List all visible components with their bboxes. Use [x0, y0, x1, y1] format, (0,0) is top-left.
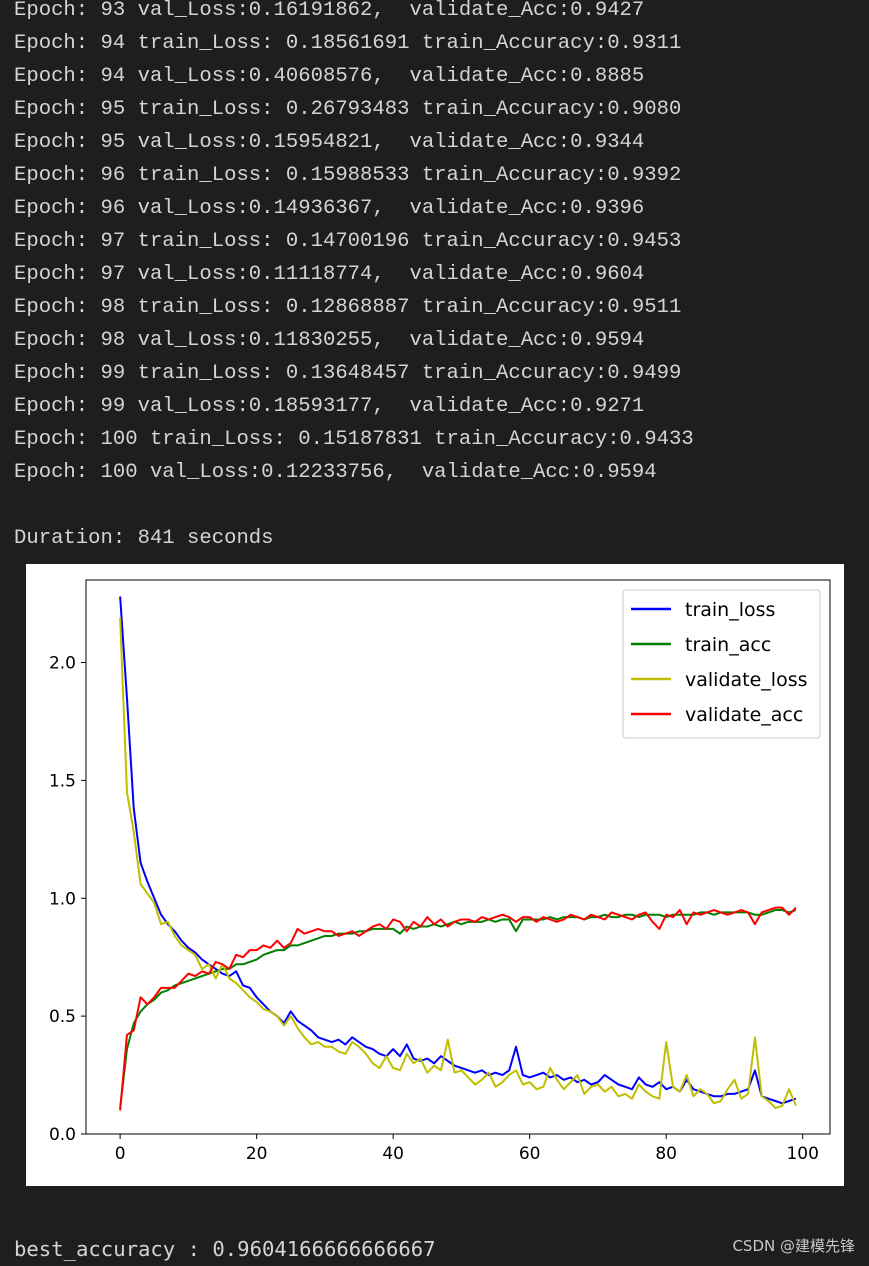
console-line: Epoch: 99 train_Loss: 0.13648457 train_A…: [14, 362, 682, 385]
x-tick-label: 60: [519, 1144, 541, 1164]
console-line: Epoch: 99 val_Loss:0.18593177, validate_…: [14, 395, 645, 418]
series-line-validate-loss: [119, 617, 797, 1110]
console-line: Epoch: 93 val_Loss:0.16191862, validate_…: [14, 0, 645, 22]
x-tick-label: 100: [786, 1144, 818, 1164]
x-tick-label: 0: [115, 1144, 126, 1164]
legend-label: train_acc: [685, 634, 771, 656]
console-output: Epoch: 93 val_Loss:0.16191862, validate_…: [14, 0, 864, 555]
console-line: Epoch: 95 train_Loss: 0.26793483 train_A…: [14, 98, 682, 121]
y-tick-label: 2.0: [49, 654, 76, 674]
best-accuracy-text: best_accuracy : 0.9604166666666667: [14, 1237, 436, 1261]
series-line-train-acc: [119, 909, 797, 1109]
series-line-validate-acc: [119, 906, 797, 1111]
console-line: Epoch: 100 train_Loss: 0.15187831 train_…: [14, 428, 694, 451]
blank-line: [14, 489, 864, 522]
console-line: Epoch: 94 train_Loss: 0.18561691 train_A…: [14, 32, 682, 55]
y-tick-label: 1.0: [49, 889, 76, 909]
legend-label: validate_acc: [685, 704, 803, 726]
x-tick-label: 80: [655, 1144, 677, 1164]
y-tick-label: 0.5: [49, 1007, 76, 1027]
x-tick-label: 20: [246, 1144, 268, 1164]
legend-label: train_loss: [685, 599, 775, 621]
legend-label: validate_loss: [685, 669, 808, 691]
y-tick-label: 0.0: [49, 1125, 76, 1145]
console-line: Epoch: 94 val_Loss:0.40608576, validate_…: [14, 65, 645, 88]
console-line: Epoch: 98 val_Loss:0.11830255, validate_…: [14, 329, 645, 352]
duration-text: Duration: 841 seconds: [14, 527, 274, 550]
console-line: Epoch: 97 val_Loss:0.11118774, validate_…: [14, 263, 645, 286]
plot-frame: [85, 579, 831, 1135]
console-line: Epoch: 95 val_Loss:0.15954821, validate_…: [14, 131, 645, 154]
console-line: Epoch: 96 val_Loss:0.14936367, validate_…: [14, 197, 645, 220]
x-tick-label: 40: [382, 1144, 404, 1164]
y-tick-label: 1.5: [49, 771, 76, 791]
console-line: Epoch: 98 train_Loss: 0.12868887 train_A…: [14, 296, 682, 319]
console-line: Epoch: 96 train_Loss: 0.15988533 train_A…: [14, 164, 682, 187]
watermark-text: CSDN @建模先锋: [732, 1237, 855, 1255]
console-line: Epoch: 100 val_Loss:0.12233756, validate…: [14, 461, 657, 484]
chart-svg: 0 20 40 60 80 100 0.0 0.5 1.0 1.5 2.0 train_losstra…: [49, 579, 831, 1164]
console-line: Epoch: 97 train_Loss: 0.14700196 train_A…: [14, 230, 682, 253]
legend-box: [622, 589, 821, 739]
